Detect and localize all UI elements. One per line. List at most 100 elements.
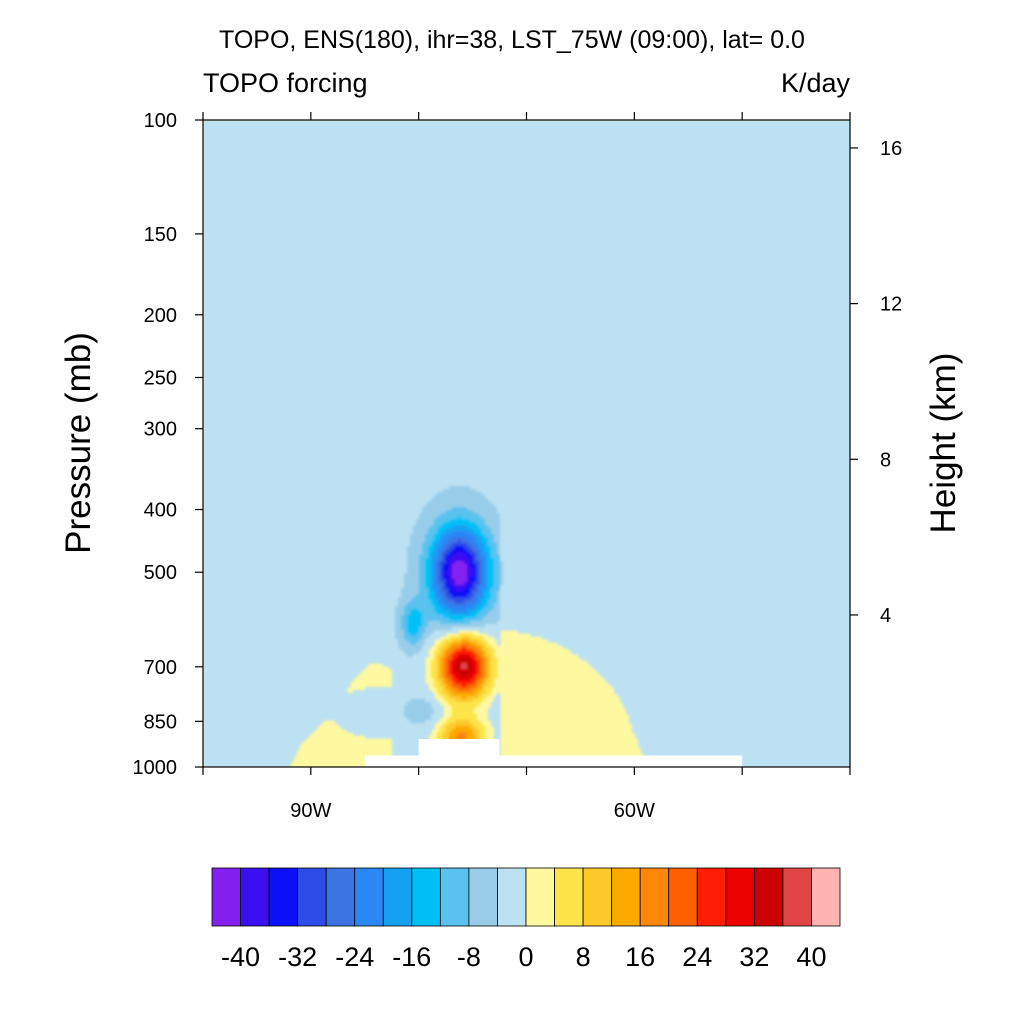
- contour-cell: [815, 120, 819, 124]
- contour-cell: [785, 120, 789, 124]
- contour-cell: [794, 129, 798, 133]
- contour-cell: [761, 129, 765, 133]
- contour-cell: [431, 126, 435, 130]
- contour-cell: [461, 147, 465, 151]
- contour-cell: [362, 141, 366, 145]
- contour-cell: [818, 144, 822, 148]
- contour-cell: [452, 147, 456, 151]
- contour-cell: [437, 123, 441, 127]
- contour-cell: [323, 129, 327, 133]
- contour-cell: [569, 150, 573, 154]
- contour-cell: [692, 150, 696, 154]
- contour-cell: [704, 144, 708, 148]
- contour-cell: [737, 135, 741, 139]
- contour-cell: [848, 129, 850, 133]
- contour-cell: [212, 129, 216, 133]
- contour-cell: [557, 138, 561, 142]
- contour-cell: [527, 126, 531, 130]
- contour-cell: [290, 135, 294, 139]
- contour-cell: [281, 120, 285, 124]
- contour-cell: [584, 147, 588, 151]
- contour-cell: [782, 150, 786, 154]
- contour-cell: [263, 129, 267, 133]
- contour-cell: [383, 129, 387, 133]
- contour-cell: [827, 135, 831, 139]
- contour-cell: [245, 135, 249, 139]
- contour-cell: [602, 132, 606, 136]
- contour-cell: [815, 123, 819, 127]
- contour-cell: [632, 138, 636, 142]
- contour-cell: [317, 120, 321, 124]
- contour-cell: [347, 147, 351, 151]
- contour-cell: [749, 132, 753, 136]
- contour-cell: [518, 120, 522, 124]
- contour-cell: [446, 150, 450, 154]
- contour-cell: [344, 147, 348, 151]
- contour-cell: [338, 144, 342, 148]
- contour-cell: [611, 123, 615, 127]
- contour-cell: [800, 132, 804, 136]
- contour-cell: [443, 135, 447, 139]
- contour-cell: [626, 126, 630, 130]
- contour-cell: [299, 132, 303, 136]
- contour-cell: [608, 144, 612, 148]
- contour-cell: [719, 141, 723, 145]
- contour-cell: [296, 144, 300, 148]
- contour-cell: [662, 132, 666, 136]
- contour-cell: [830, 144, 834, 148]
- contour-cell: [653, 141, 657, 145]
- contour-cell: [416, 126, 420, 130]
- contour-cell: [734, 150, 738, 154]
- contour-cell: [410, 147, 414, 151]
- contour-cell: [773, 138, 777, 142]
- contour-cell: [209, 132, 213, 136]
- contour-cell: [224, 138, 228, 142]
- contour-cell: [788, 138, 792, 142]
- contour-cell: [269, 150, 273, 154]
- contour-cell: [374, 120, 378, 124]
- contour-cell: [677, 129, 681, 133]
- contour-cell: [569, 147, 573, 151]
- contour-cell: [356, 147, 360, 151]
- contour-cell: [746, 141, 750, 145]
- contour-cell: [809, 147, 813, 151]
- contour-cell: [758, 144, 762, 148]
- contour-cell: [281, 141, 285, 145]
- contour-cell: [467, 129, 471, 133]
- contour-cell: [290, 132, 294, 136]
- contour-cell: [668, 123, 672, 127]
- contour-cell: [599, 147, 603, 151]
- contour-cell: [659, 147, 663, 151]
- contour-cell: [323, 147, 327, 151]
- contour-cell: [473, 129, 477, 133]
- contour-cell: [776, 150, 780, 154]
- contour-cell: [614, 150, 618, 154]
- contour-cell: [803, 123, 807, 127]
- contour-cell: [299, 123, 303, 127]
- contour-cell: [242, 132, 246, 136]
- contour-cell: [680, 120, 684, 124]
- contour-cell: [443, 138, 447, 142]
- contour-cell: [836, 138, 840, 142]
- contour-cell: [260, 123, 264, 127]
- contour-cell: [431, 135, 435, 139]
- contour-cell: [287, 132, 291, 136]
- contour-cell: [740, 126, 744, 130]
- contour-cell: [623, 129, 627, 133]
- contour-cell: [359, 120, 363, 124]
- contour-cell: [776, 123, 780, 127]
- contour-cell: [251, 144, 255, 148]
- contour-cell: [302, 141, 306, 145]
- contour-cell: [239, 126, 243, 130]
- contour-cell: [683, 135, 687, 139]
- contour-cell: [509, 120, 513, 124]
- contour-cell: [836, 147, 840, 151]
- contour-cell: [398, 150, 402, 154]
- contour-cell: [632, 120, 636, 124]
- contour-cell: [848, 132, 850, 136]
- contour-cell: [434, 126, 438, 130]
- contour-cell: [530, 126, 534, 130]
- contour-cell: [740, 129, 744, 133]
- contour-cell: [236, 141, 240, 145]
- contour-cell: [746, 129, 750, 133]
